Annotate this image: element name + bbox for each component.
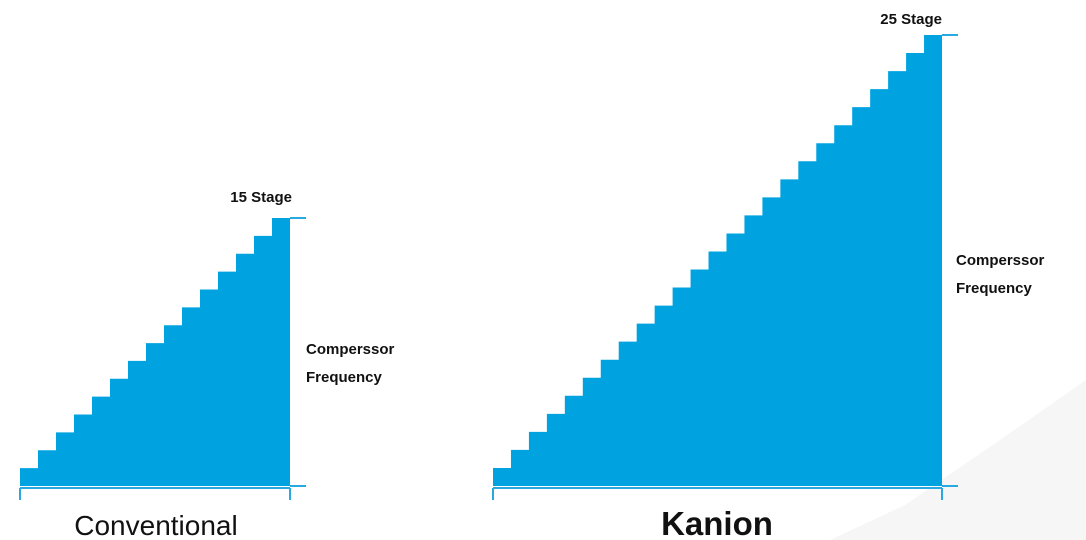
- conventional-stage-label: 15 Stage: [230, 189, 292, 206]
- kanion-diagram: 25 Stage Comperssor Frequency Kanion: [492, 11, 1045, 540]
- kanion-frequency-label-line2: Frequency: [956, 280, 1033, 297]
- conventional-frequency-label-line1: Comperssor: [306, 341, 395, 358]
- kanion-staircase: [493, 35, 942, 486]
- conventional-staircase: [20, 218, 290, 486]
- conventional-axis: [19, 217, 306, 500]
- watermark-shape: [830, 380, 1086, 540]
- conventional-frequency-label-line2: Frequency: [306, 369, 383, 386]
- conventional-diagram: 15 Stage Comperssor Frequency Convention…: [19, 189, 395, 540]
- kanion-axis: [492, 34, 958, 500]
- kanion-frequency-label-line1: Comperssor: [956, 252, 1045, 269]
- kanion-title: Kanion: [661, 505, 773, 540]
- kanion-stage-label: 25 Stage: [880, 11, 942, 28]
- conventional-title: Conventional: [74, 510, 237, 540]
